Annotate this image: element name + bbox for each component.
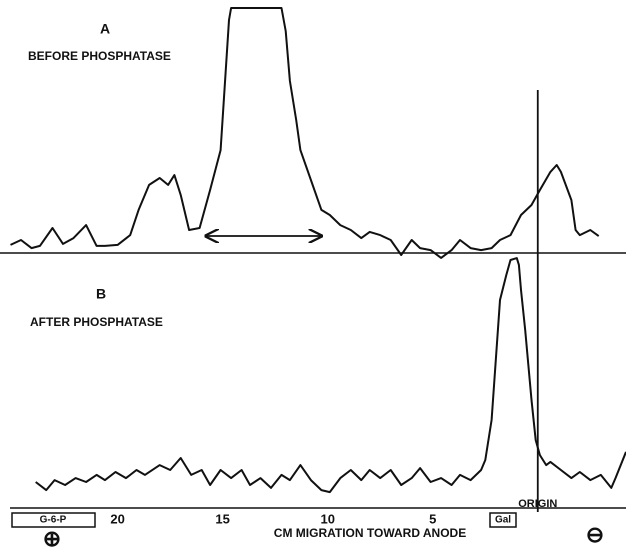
x-tick-label: 20: [110, 511, 124, 526]
gal-box: [489, 512, 517, 528]
panel-letter: B: [96, 286, 106, 302]
x-axis-label: CM MIGRATION TOWARD ANODE: [274, 526, 466, 540]
annotation: ⊕: [43, 526, 61, 548]
x-tick-label: 15: [215, 511, 229, 526]
trace: [35, 257, 626, 494]
panel-subtitle: AFTER PHOSPHATASE: [30, 315, 163, 329]
panel-letter: A: [100, 21, 110, 37]
trace: [10, 7, 600, 259]
annotation: Gal: [495, 515, 511, 526]
g6p-box: [11, 512, 96, 528]
annotation: G-6-P: [40, 515, 67, 526]
x-tick-label: 10: [320, 511, 334, 526]
panel-subtitle: BEFORE PHOSPHATASE: [28, 49, 171, 63]
x-tick-label: 5: [429, 511, 436, 526]
annotation: ORIGIN: [518, 498, 557, 510]
annotation: ⊖: [586, 522, 604, 547]
